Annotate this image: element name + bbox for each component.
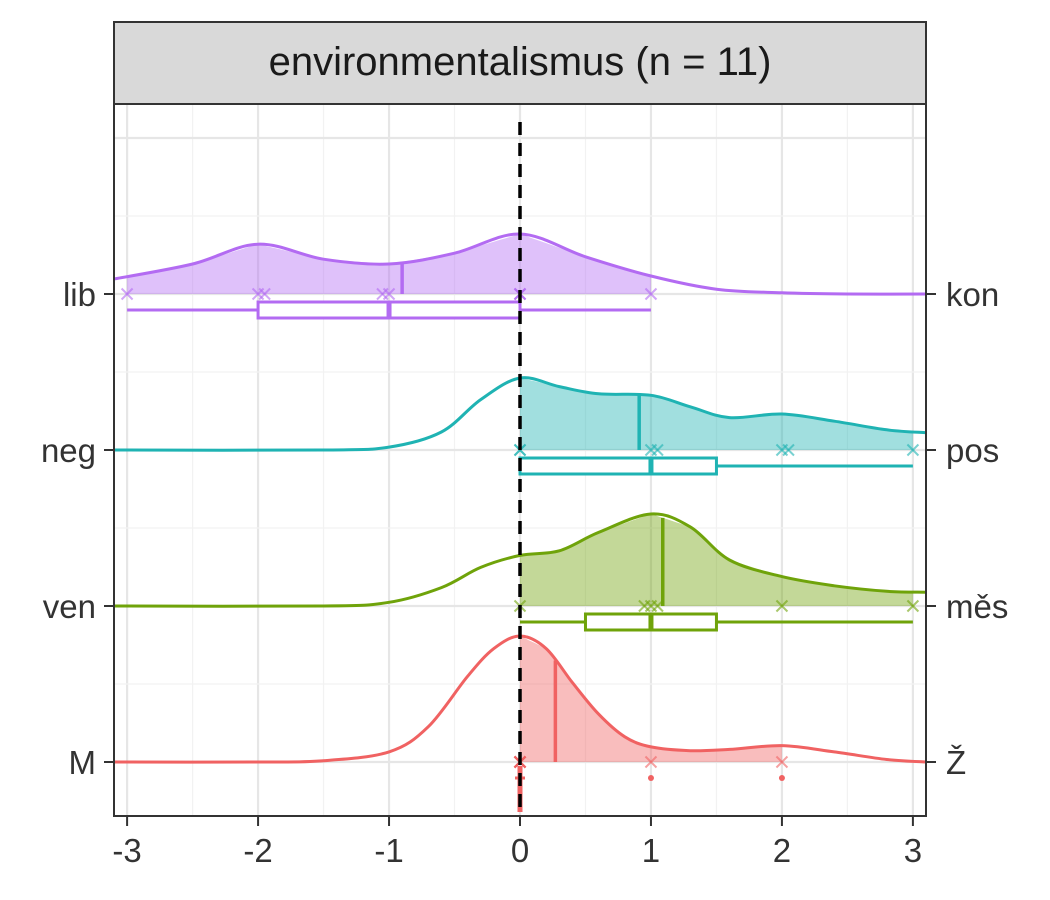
- facet-title: environmentalismus (n = 11): [269, 40, 772, 84]
- y-tick-label-right-měs: měs: [946, 588, 1008, 625]
- point-M-9: [644, 755, 658, 769]
- point-ven-5: [906, 599, 920, 613]
- facet-strip: [113, 21, 927, 105]
- box-neg: [518, 456, 718, 476]
- x-tick-label-0: -3: [112, 832, 141, 869]
- y-tick-label-left-neg: neg: [41, 432, 96, 469]
- density-fill-M: [520, 636, 782, 762]
- point-lib-8: [644, 287, 658, 301]
- point-neg-5: [782, 443, 795, 457]
- y-tick-label-left-M: M: [69, 744, 97, 781]
- point-stroke-b: [258, 287, 271, 301]
- x-tick-label-3: 0: [511, 832, 529, 869]
- y-tick-label-right-Ž: Ž: [946, 744, 966, 781]
- y-tick-label-right-pos: pos: [946, 432, 999, 469]
- point-M-10: [775, 755, 789, 769]
- y-tick-label-left-lib: lib: [63, 276, 96, 313]
- x-tick-label-5: 2: [773, 832, 791, 869]
- point-stroke-b: [775, 755, 789, 769]
- point-stroke-b: [382, 287, 396, 301]
- point-stroke-b: [906, 443, 920, 457]
- point-stroke-b: [782, 443, 795, 457]
- x-tick-label-1: -2: [243, 832, 272, 869]
- point-stroke-b: [644, 287, 658, 301]
- point-stroke-b: [644, 755, 658, 769]
- point-lib-4: [382, 287, 396, 301]
- outlier-M-1: [778, 775, 785, 781]
- x-tick-label-2: -1: [374, 832, 403, 869]
- point-stroke-b: [651, 599, 664, 613]
- box-plots: [127, 300, 913, 812]
- point-neg-6: [906, 443, 920, 457]
- point-lib-0: [120, 287, 134, 301]
- point-stroke-b: [906, 599, 920, 613]
- point-stroke-b: [120, 287, 134, 301]
- point-neg-3: [651, 443, 664, 457]
- density-line-ven: [113, 512, 927, 608]
- x-tick-label-6: 3: [904, 832, 922, 869]
- point-ven-4: [775, 599, 789, 613]
- x-tick-label-4: 1: [642, 832, 660, 869]
- outlier-M-0: [647, 775, 654, 781]
- density-line-neg: [113, 376, 927, 452]
- point-lib-2: [258, 287, 271, 301]
- point-ven-3: [651, 599, 664, 613]
- point-stroke-b: [651, 443, 664, 457]
- y-tick-label-right-kon: kon: [946, 276, 999, 313]
- point-stroke-b: [775, 599, 789, 613]
- density-line-M: [113, 634, 927, 764]
- y-tick-label-left-ven: ven: [43, 588, 96, 625]
